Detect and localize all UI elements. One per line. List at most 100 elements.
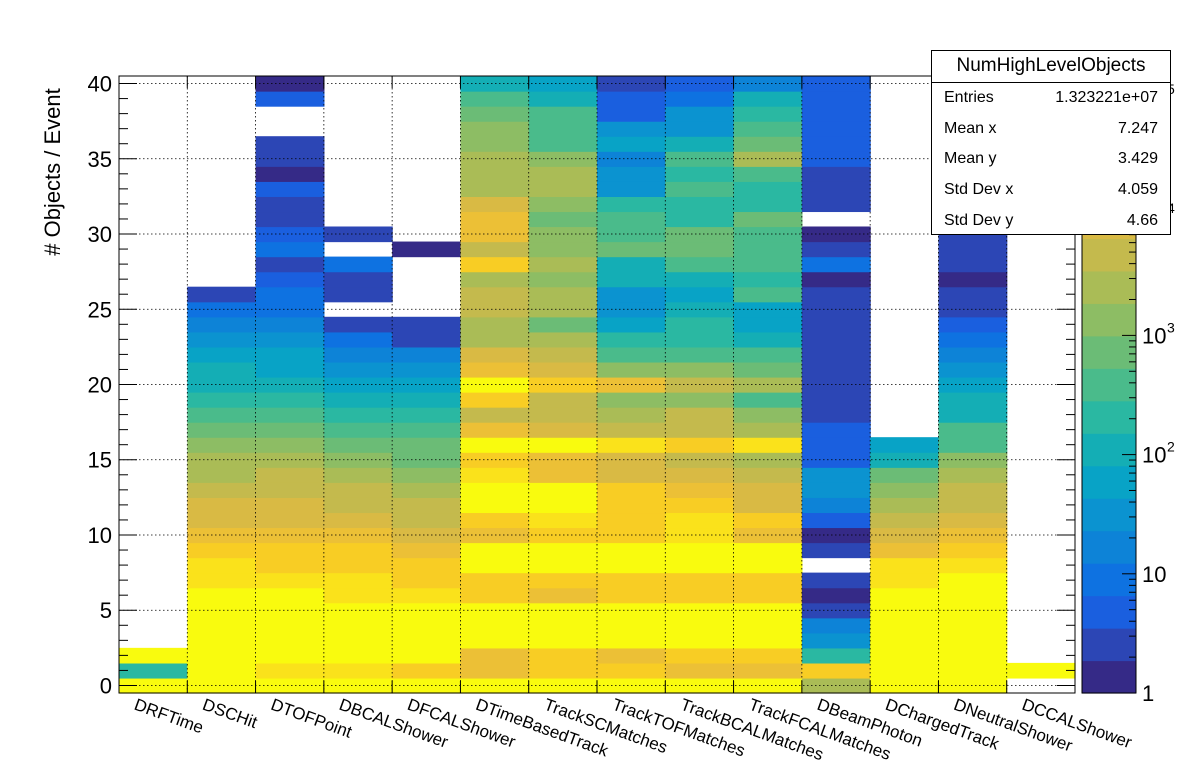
heatmap-cell <box>460 286 530 303</box>
heatmap-cell <box>255 271 325 288</box>
colorbar-label-exponent: 5 <box>1167 81 1175 97</box>
heatmap-cell <box>733 647 803 664</box>
heatmap-cell <box>460 572 530 589</box>
heatmap-cell <box>665 91 735 107</box>
heatmap-cell <box>733 91 803 107</box>
colorbar-swatch <box>1082 498 1136 532</box>
heatmap-cell <box>870 497 940 514</box>
y-axis-label: # Objects / Event <box>40 88 65 256</box>
heatmap-cell <box>665 557 735 574</box>
heatmap-cell <box>460 647 530 664</box>
heatmap-cell <box>665 346 735 363</box>
heatmap-cell <box>597 361 666 378</box>
heatmap-cell <box>255 211 325 228</box>
heatmap-cell <box>187 331 257 348</box>
heatmap-cell <box>801 647 871 664</box>
heatmap-cell <box>528 482 598 498</box>
heatmap-cell <box>665 407 735 423</box>
heatmap-cell <box>597 557 666 574</box>
heatmap-cell <box>323 587 393 604</box>
heatmap-cell <box>460 452 530 468</box>
heatmap-cell <box>255 617 325 634</box>
heatmap-cell <box>255 437 325 453</box>
heatmap-cell <box>255 572 325 589</box>
stats-title: NumHighLevelObjects <box>932 51 1170 83</box>
heatmap-cell <box>665 331 735 348</box>
heatmap-cell <box>938 271 1008 288</box>
heatmap-cell <box>665 256 735 273</box>
heatmap-cell <box>392 542 462 559</box>
heatmap-cell <box>460 482 530 498</box>
x-category-label: DRFTime <box>132 695 206 738</box>
heatmap-cell <box>597 241 666 258</box>
heatmap-cell <box>938 422 1008 438</box>
heatmap-cell <box>255 542 325 559</box>
heatmap-cell <box>938 316 1008 333</box>
heatmap-cell <box>733 662 803 679</box>
heatmap-cell <box>528 286 598 303</box>
heatmap-cell <box>870 617 940 634</box>
heatmap-cell <box>733 542 803 559</box>
heatmap-cell <box>733 181 803 197</box>
heatmap-cell <box>460 211 530 228</box>
heatmap-cell <box>187 512 257 529</box>
heatmap-cell <box>733 361 803 378</box>
heatmap-cell <box>255 497 325 514</box>
heatmap-cell <box>528 121 598 137</box>
heatmap-cell <box>597 662 666 679</box>
heatmap-cell <box>392 452 462 468</box>
stats-box: NumHighLevelObjects Entries 1.323221e+07 … <box>931 50 1171 235</box>
colorbar-label: 10 <box>1142 443 1166 468</box>
heatmap-cell <box>255 662 325 679</box>
heatmap-cell <box>528 181 598 197</box>
heatmap-cell <box>870 452 940 468</box>
heatmap-cell <box>801 271 871 288</box>
heatmap-cell <box>392 346 462 363</box>
heatmap-cell <box>801 196 871 213</box>
heatmap-cell <box>460 542 530 559</box>
heatmap-cell <box>938 587 1008 604</box>
heatmap-cell <box>665 422 735 438</box>
heatmap-cell <box>323 542 393 559</box>
heatmap-cell <box>323 677 393 694</box>
heatmap-cell <box>801 121 871 137</box>
heatmap-cell <box>665 632 735 649</box>
colorbar-swatch <box>1082 335 1136 369</box>
heatmap-cell <box>460 422 530 438</box>
heatmap-cell <box>255 422 325 438</box>
heatmap-cell <box>665 467 735 483</box>
heatmap-cell <box>392 647 462 664</box>
heatmap-cell <box>801 662 871 679</box>
heatmap-cell <box>255 602 325 619</box>
heatmap-cell <box>528 647 598 664</box>
heatmap-cell <box>323 482 393 498</box>
heatmap-cell <box>938 256 1008 273</box>
heatmap-cell <box>255 76 325 92</box>
heatmap-cell <box>528 106 598 122</box>
heatmap-cell <box>187 632 257 649</box>
heatmap-cell <box>597 632 666 649</box>
heatmap-cell <box>460 632 530 649</box>
colorbar-swatch <box>1082 433 1136 467</box>
heatmap-cell <box>528 542 598 559</box>
heatmap-cell <box>323 316 393 333</box>
heatmap-cell <box>323 422 393 438</box>
heatmap-cell <box>801 497 871 514</box>
heatmap-cell <box>938 677 1008 694</box>
heatmap-cell <box>460 437 530 453</box>
heatmap-cell <box>323 346 393 363</box>
heatmap-cell <box>187 497 257 514</box>
heatmap-cell <box>665 392 735 408</box>
heatmap-cell <box>801 512 871 529</box>
heatmap-cell <box>255 301 325 318</box>
heatmap-cell <box>187 542 257 559</box>
heatmap-cell <box>801 632 871 649</box>
heatmap-cell <box>187 482 257 498</box>
heatmap-cell <box>801 91 871 107</box>
stats-value: 4.66 <box>1126 211 1158 229</box>
heatmap-cell <box>255 452 325 468</box>
heatmap-cell <box>938 497 1008 514</box>
heatmap-cell <box>187 437 257 453</box>
heatmap-cell <box>528 467 598 483</box>
heatmap-cell <box>938 632 1008 649</box>
